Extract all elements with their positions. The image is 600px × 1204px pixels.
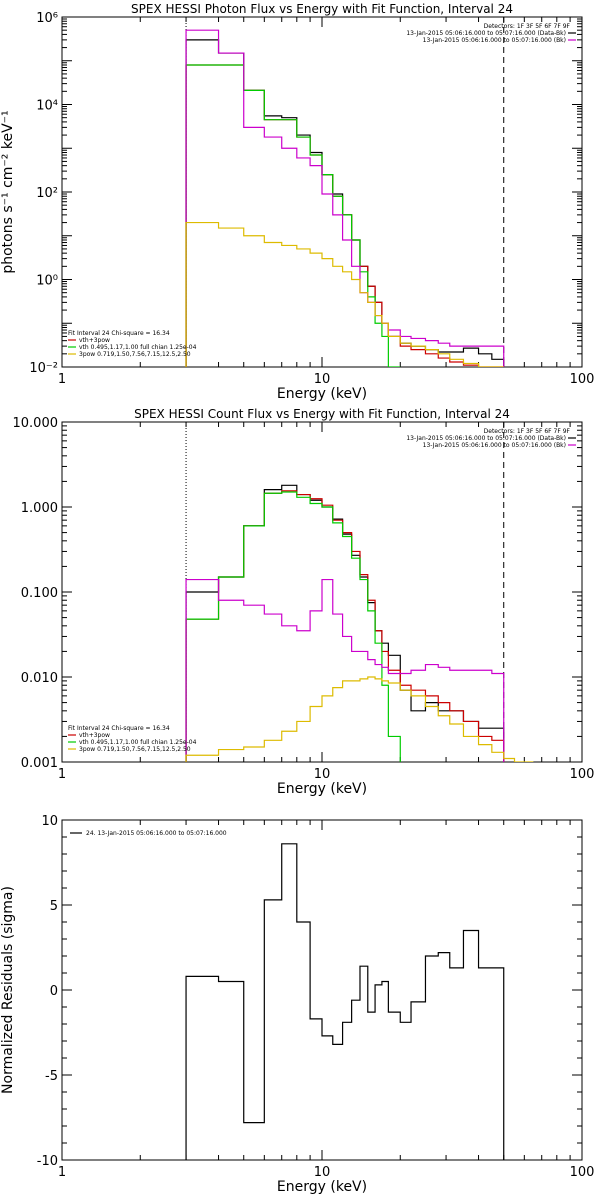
y-tick-label: 10⁰ (36, 274, 58, 289)
chart-title: SPEX HESSI Photon Flux vs Energy with Fi… (131, 2, 513, 16)
y-tick-label: 10⁻² (29, 361, 58, 376)
series-line-vth (185, 64, 401, 367)
y-tick-label: 0.100 (21, 586, 58, 601)
legend-data-item: 13-Jan-2015 05:06:16.000 to 05:07:16.000… (406, 30, 566, 37)
legend-fit-item: vth+3pow (79, 732, 110, 739)
x-tick-label: 1 (58, 372, 66, 387)
x-axis-label: Energy (keV) (277, 386, 367, 402)
y-tick-label: 0 (50, 984, 58, 999)
series-line-data-bk (185, 484, 505, 762)
y-tick-label: 10⁴ (36, 99, 58, 114)
x-tick-label: 10 (314, 767, 331, 782)
legend-data-item: 13-Jan-2015 05:06:16.000 to 05:07:16.000… (423, 442, 566, 449)
y-tick-label: 0.001 (21, 756, 58, 771)
x-axis-label: Energy (keV) (277, 1179, 367, 1195)
x-tick-label: 1 (58, 1165, 66, 1180)
chart-title: SPEX HESSI Count Flux vs Energy with Fit… (134, 407, 510, 421)
legend-data-item: 13-Jan-2015 05:06:16.000 to 05:07:16.000… (406, 435, 566, 442)
x-tick-label: 100 (570, 1165, 595, 1180)
chart-panel-2: 1 10 100 0.001 0.010 0.100 1.000 10.000 SPEX HES… (13, 407, 595, 797)
legend-fit-item: vth 0.495,1.17,1.00 full chian 1.25e-04 (79, 344, 197, 351)
legend-data-header: Detectors: 1F 3F 5F 6F 7F 9F (484, 23, 571, 30)
series-line-3pow (185, 676, 534, 762)
y-tick-label: 10² (36, 186, 58, 201)
y-tick-label: 0.010 (21, 671, 58, 686)
y-tick-label: 10⁶ (36, 11, 58, 26)
legend-fit-item: vth+3pow (79, 337, 110, 344)
x-tick-label: 100 (570, 767, 595, 782)
legend-fit-item: 3pow 0.719,1.50,7.56,7.15,12.5,2.50 (79, 351, 191, 358)
legend-data-header: Detectors: 1F 3F 5F 6F 7F 9F (484, 428, 571, 435)
series-line-bk (185, 578, 505, 762)
y-axis-label: photons s⁻¹ cm⁻² keV⁻¹ (0, 110, 16, 273)
series-line-data-bk (185, 39, 505, 367)
legend-fit-item: 3pow 0.719,1.50,7.56,7.15,12.5,2.50 (79, 746, 191, 753)
series-line-vth-3pow (185, 490, 505, 762)
y-tick-label: 10 (41, 814, 58, 829)
y-tick-label: 1.000 (21, 501, 58, 516)
legend-data-item: 24. 13-Jan-2015 05:06:16.000 to 05:07:16… (86, 830, 227, 837)
x-tick-label: 1 (58, 767, 66, 782)
x-axis-label: Energy (keV) (277, 781, 367, 797)
y-axis-label: Normalized Residuals (sigma) (0, 886, 16, 1094)
y-tick-label: 10.000 (13, 416, 59, 431)
legend-fit-header: Fit Interval 24 Chi-square = 16.34 (68, 330, 170, 337)
x-tick-label: 10 (314, 1165, 331, 1180)
legend-fit-item: vth 0.495,1.17,1.00 full chian 1.25e-04 (79, 739, 197, 746)
y-tick-label: -10 (37, 1154, 58, 1169)
chart-panel-1: 1 10 100 10⁻² 10⁰ 10² 10⁴ 10⁶ SPEX HESSI Photon … (0, 2, 594, 402)
legend-fit-header: Fit Interval 24 Chi-square = 16.34 (68, 725, 170, 732)
x-tick-label: 100 (570, 372, 595, 387)
legend-data-item: 13-Jan-2015 05:06:16.000 to 05:07:16.000… (423, 37, 566, 44)
x-tick-label: 10 (314, 372, 331, 387)
series-line-residuals (185, 843, 505, 1160)
series-line-vth-3pow (185, 64, 504, 367)
series-line-vth (185, 491, 401, 762)
series-line-bk (185, 29, 505, 367)
series-line-3pow (185, 221, 504, 367)
y-tick-label: -5 (45, 1069, 58, 1084)
y-tick-label: 5 (50, 899, 58, 914)
